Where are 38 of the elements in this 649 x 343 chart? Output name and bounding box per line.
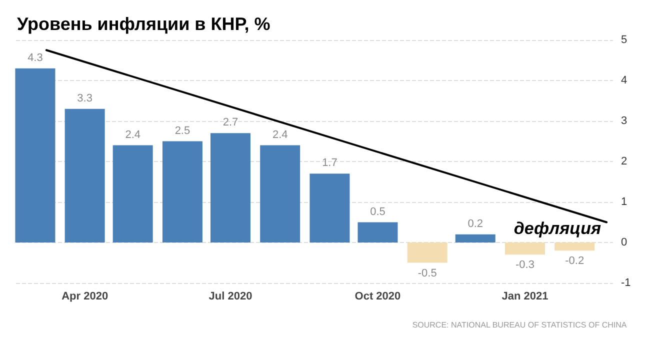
bar [554, 242, 595, 251]
data-label: 2.4 [272, 128, 288, 141]
y-tick-label: 1 [621, 196, 628, 208]
bar [112, 145, 153, 242]
data-label: 1.7 [322, 157, 338, 170]
source-note: SOURCE: NATIONAL BUREAU OF STATISTICS OF CHINA [412, 320, 628, 330]
data-label: 2.5 [174, 124, 190, 137]
x-tick-label: Oct 2020 [354, 290, 401, 302]
data-label: 2.7 [222, 116, 238, 129]
bar [310, 174, 350, 242]
bar [162, 141, 202, 242]
y-tick-label: -1 [621, 277, 631, 289]
x-tick-label: Apr 2020 [62, 290, 108, 302]
y-tick-label: 3 [621, 115, 628, 127]
data-label: 3.3 [77, 92, 92, 104]
annotation: дефляция [514, 219, 602, 238]
y-tick-label: 0 [621, 236, 628, 248]
x-tick-label: Jul 2020 [208, 290, 252, 302]
y-tick-label: 4 [621, 74, 628, 86]
bar [455, 234, 496, 242]
bar [210, 133, 250, 242]
data-label: -0.2 [565, 255, 584, 268]
bar [64, 108, 105, 242]
y-tick-label: 2 [621, 156, 628, 168]
data-label: 4.3 [28, 52, 43, 64]
bar [15, 68, 56, 242]
data-label: 0.5 [370, 206, 386, 218]
data-label: 2.4 [125, 128, 140, 141]
y-tick-label: 5 [621, 34, 628, 46]
bar [504, 242, 545, 255]
data-label: -0.3 [515, 259, 534, 272]
data-label: -0.5 [418, 267, 437, 280]
x-tick-label: Jan 2021 [502, 290, 548, 302]
bar [407, 242, 448, 263]
data-label: 0.2 [468, 218, 483, 230]
bar [358, 222, 398, 242]
chart-title: Уровень инфляции в КНР, % [17, 14, 270, 34]
bar [260, 145, 300, 242]
